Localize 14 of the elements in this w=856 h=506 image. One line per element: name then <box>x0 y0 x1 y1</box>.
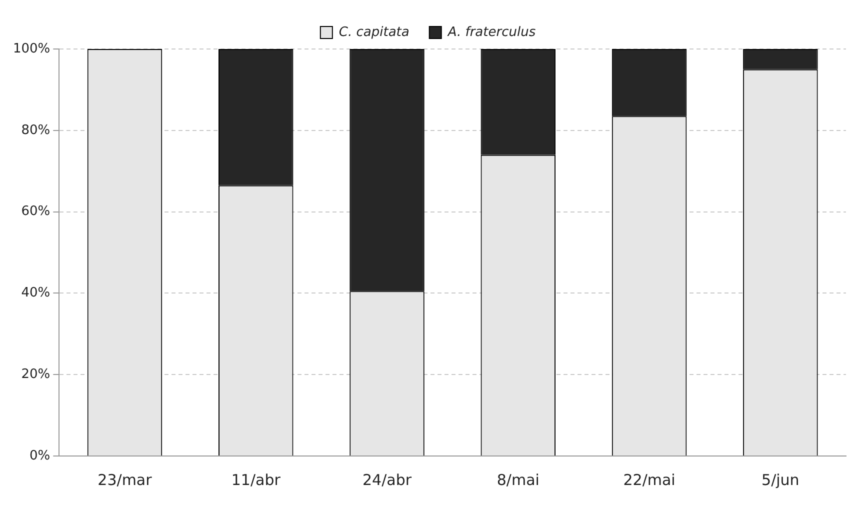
y-tick-label: 100% <box>12 41 50 56</box>
legend-label: A. fraterculus <box>446 24 536 40</box>
y-tick-label: 80% <box>21 122 50 138</box>
y-tick-label: 60% <box>21 204 50 220</box>
x-tick-label: 5/jun <box>762 470 800 489</box>
x-tick-label: 23/mar <box>98 470 153 489</box>
x-tick-label: 22/mai <box>623 470 676 489</box>
y-tick-label: 0% <box>30 448 50 464</box>
legend-label: C. capitata <box>338 24 410 40</box>
x-tick-label: 11/abr <box>231 470 282 489</box>
y-tick-label: 40% <box>21 286 50 301</box>
x-tick-label: 8/mai <box>496 470 540 489</box>
y-tick-label: 20% <box>21 366 50 382</box>
x-tick-label: 24/abr <box>362 470 412 489</box>
